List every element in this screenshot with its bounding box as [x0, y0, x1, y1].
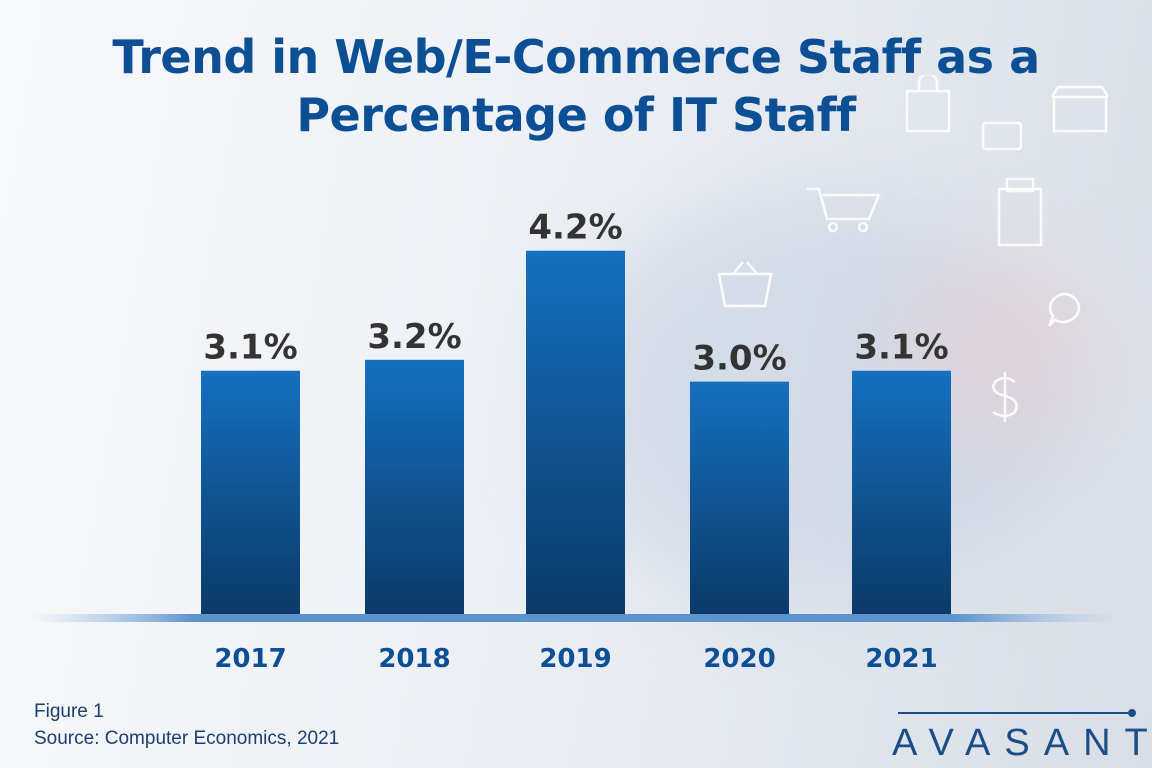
figure-caption: Figure 1 Source: Computer Economics, 202…	[34, 698, 339, 752]
chat-icon	[1047, 292, 1081, 327]
data-label-2019: 4.2%	[528, 208, 622, 248]
bar-2021	[852, 370, 951, 614]
bar-2019	[526, 250, 625, 614]
logo-line	[898, 712, 1128, 714]
store-icon	[1050, 85, 1110, 133]
x-tick-2018: 2018	[378, 644, 450, 674]
bar-2020	[690, 381, 789, 614]
figure-number: Figure 1	[34, 701, 104, 722]
background-glow	[560, 200, 1080, 600]
bar-2018	[365, 359, 464, 614]
logo-dot	[1128, 709, 1136, 717]
credit-card-icon	[981, 121, 1023, 151]
data-label-2017: 3.1%	[203, 328, 297, 368]
x-tick-2019: 2019	[539, 644, 611, 674]
source-note: Source: Computer Economics, 2021	[34, 728, 340, 749]
data-label-2020: 3.0%	[692, 339, 786, 379]
logo-text: AVASANT	[892, 722, 1152, 764]
chart-title: Trend in Web/E-Commerce Staff as a Perce…	[112, 30, 1040, 142]
cart-icon	[807, 187, 881, 233]
x-tick-2020: 2020	[703, 644, 775, 674]
shopping-bag-icon	[905, 75, 951, 133]
baseline	[30, 614, 1120, 622]
data-label-2018: 3.2%	[367, 317, 461, 357]
calculator-icon	[997, 177, 1043, 247]
x-tick-2021: 2021	[865, 644, 937, 674]
bar-2017	[201, 370, 300, 614]
basket-icon	[717, 261, 773, 308]
x-tick-2017: 2017	[214, 644, 286, 674]
dollar-icon	[992, 372, 1018, 422]
data-label-2021: 3.1%	[854, 328, 948, 368]
